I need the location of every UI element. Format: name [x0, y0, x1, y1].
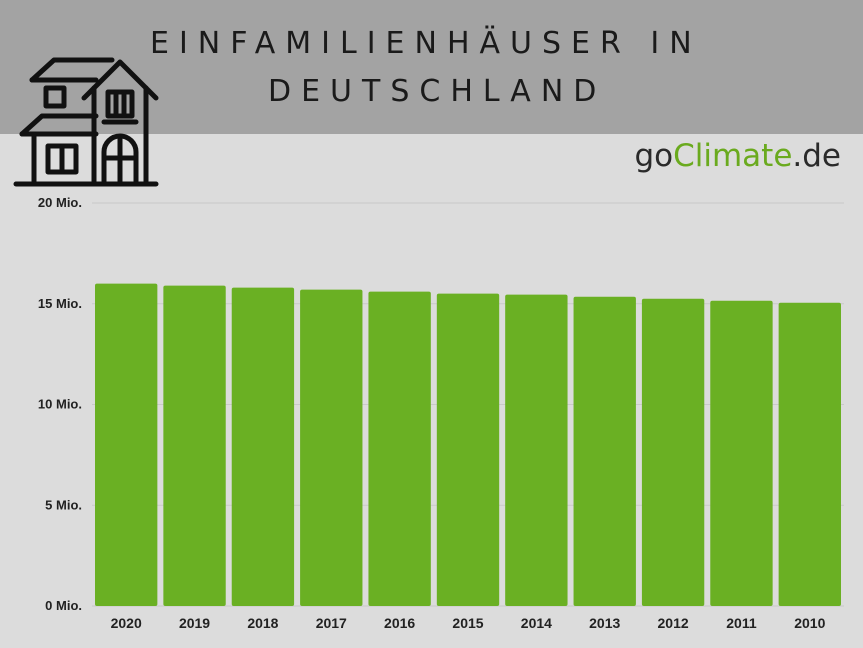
- bar: [95, 283, 158, 606]
- logo-prefix: go: [634, 138, 674, 174]
- y-tick-label: 20 Mio.: [38, 195, 82, 210]
- bar: [778, 302, 841, 606]
- bar: [573, 296, 636, 606]
- house-icon: [13, 57, 159, 187]
- x-tick-label: 2017: [316, 615, 347, 631]
- y-tick-label: 15 Mio.: [38, 296, 82, 311]
- x-tick-label: 2012: [658, 615, 689, 631]
- logo-accent: Climate: [673, 138, 793, 174]
- x-tick-label: 2018: [247, 615, 278, 631]
- bar: [505, 294, 568, 606]
- brand-logo: goClimate.de: [634, 138, 841, 174]
- x-tick-label: 2019: [179, 615, 210, 631]
- logo-suffix: .de: [792, 138, 841, 174]
- y-tick-label: 5 Mio.: [45, 497, 82, 512]
- title-line-1: EINFAMILIENHÄUSER IN: [150, 26, 702, 61]
- y-tick-label: 10 Mio.: [38, 397, 82, 412]
- y-tick-label: 0 Mio.: [45, 598, 82, 613]
- x-tick-label: 2010: [794, 615, 825, 631]
- bar: [163, 285, 226, 606]
- x-tick-label: 2014: [521, 615, 552, 631]
- bar: [436, 293, 500, 606]
- bar: [641, 298, 705, 606]
- bar: [231, 287, 295, 606]
- x-tick-label: 2011: [726, 615, 757, 631]
- bar: [300, 289, 363, 606]
- x-tick-label: 2016: [384, 615, 415, 631]
- title-line-2: DEUTSCHLAND: [268, 74, 607, 109]
- bar: [710, 300, 773, 606]
- x-tick-label: 2015: [452, 615, 483, 631]
- x-tick-label: 2013: [589, 615, 620, 631]
- x-tick-label: 2020: [111, 615, 142, 631]
- bar: [368, 291, 431, 606]
